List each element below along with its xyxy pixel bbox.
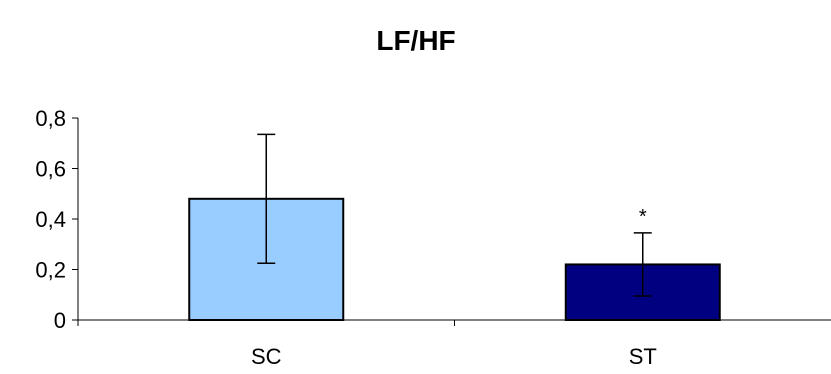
x-tick-label: ST bbox=[629, 344, 657, 369]
plot-area: 0 0,2 0,4 0,6 0,8 SC * ST bbox=[35, 106, 831, 369]
y-tick-label: 0 bbox=[54, 308, 66, 333]
y-tick-label: 0,8 bbox=[35, 106, 66, 131]
y-tick-label: 0,4 bbox=[35, 207, 66, 232]
significance-marker: * bbox=[639, 206, 647, 228]
x-tick-label: SC bbox=[251, 344, 282, 369]
y-tick-label: 0,6 bbox=[35, 157, 66, 182]
y-tick-label: 0,2 bbox=[35, 258, 66, 283]
chart-title: LF/HF bbox=[376, 25, 455, 56]
